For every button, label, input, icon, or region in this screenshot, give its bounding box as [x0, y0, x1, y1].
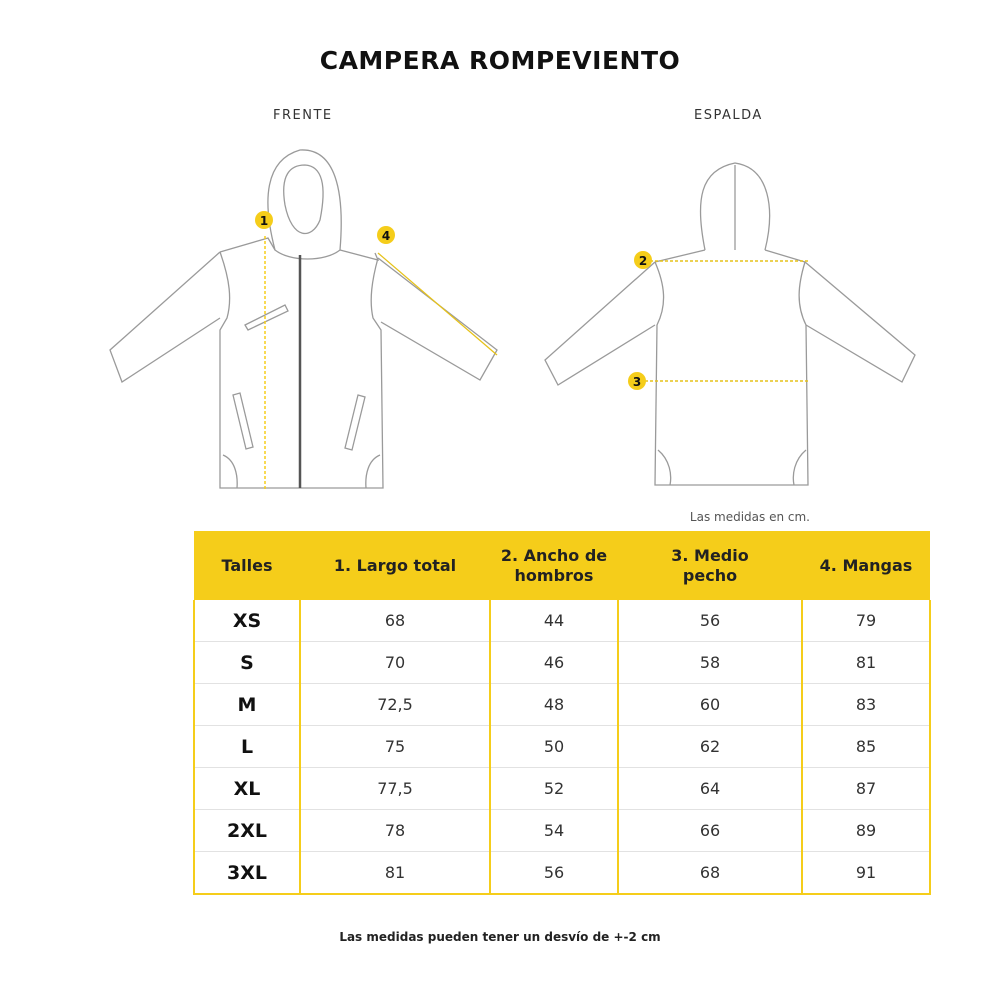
- measurement-cell: 81: [299, 851, 491, 895]
- measurement-cell: 66: [617, 809, 803, 852]
- header-largo-total: 1. Largo total: [300, 531, 490, 600]
- table-row: XL 77,5 52 64 87: [193, 767, 931, 810]
- header-mangas: 4. Mangas: [802, 531, 930, 600]
- marker-4-label: 4: [382, 229, 390, 243]
- measurement-cell: 62: [617, 725, 803, 768]
- jacket-diagrams: 1 2 3 4: [109, 149, 916, 490]
- measurement-marker-4: 4: [377, 226, 395, 244]
- header-medio-pecho: 3. Medio pecho: [618, 531, 802, 600]
- marker-3-label: 3: [633, 375, 641, 389]
- measurement-marker-1: 1: [255, 211, 273, 229]
- back-view-label: ESPALDA: [694, 108, 763, 123]
- size-cell: M: [193, 683, 301, 726]
- size-cell: S: [193, 641, 301, 684]
- measurement-marker-3: 3: [628, 372, 646, 390]
- measurement-cell: 87: [801, 767, 931, 810]
- measurement-cell: 70: [299, 641, 491, 684]
- measurement-cell: 46: [489, 641, 619, 684]
- header-ancho-hombros: 2. Ancho de hombros: [490, 531, 618, 600]
- table-header-row: Talles 1. Largo total 2. Ancho de hombro…: [194, 531, 930, 600]
- table-row: 2XL 78 54 66 89: [193, 809, 931, 852]
- measurement-cell: 56: [489, 851, 619, 895]
- measurement-cell: 56: [617, 600, 803, 642]
- measurement-cell: 89: [801, 809, 931, 852]
- measurement-cell: 91: [801, 851, 931, 895]
- measurement-cell: 64: [617, 767, 803, 810]
- measurement-cell: 68: [299, 600, 491, 642]
- back-jacket-illustration: [544, 162, 916, 486]
- measurement-cell: 58: [617, 641, 803, 684]
- table-row: L 75 50 62 85: [193, 725, 931, 768]
- footnote: Las medidas pueden tener un desvío de +-…: [339, 930, 661, 944]
- measurement-cell: 85: [801, 725, 931, 768]
- measurement-cell: 75: [299, 725, 491, 768]
- size-table: Talles 1. Largo total 2. Ancho de hombro…: [193, 531, 931, 895]
- measurement-cell: 72,5: [299, 683, 491, 726]
- measurement-cell: 54: [489, 809, 619, 852]
- size-cell: L: [193, 725, 301, 768]
- table-row: S 70 46 58 81: [193, 641, 931, 684]
- measurement-cell: 83: [801, 683, 931, 726]
- measurement-cell: 68: [617, 851, 803, 895]
- page-title: CAMPERA ROMPEVIENTO: [319, 46, 681, 75]
- size-cell: XS: [193, 600, 301, 642]
- header-talles: Talles: [194, 531, 300, 600]
- marker-1-label: 1: [260, 214, 268, 228]
- measurement-cell: 79: [801, 600, 931, 642]
- size-cell: 2XL: [193, 809, 301, 852]
- measurement-marker-2: 2: [634, 251, 652, 269]
- measurement-cell: 77,5: [299, 767, 491, 810]
- front-jacket-illustration: [109, 149, 498, 490]
- size-cell: XL: [193, 767, 301, 810]
- table-row: M 72,5 48 60 83: [193, 683, 931, 726]
- unit-note: Las medidas en cm.: [689, 510, 810, 524]
- measurement-cell: 50: [489, 725, 619, 768]
- front-view-label: FRENTE: [273, 108, 333, 123]
- measurement-cell: 60: [617, 683, 803, 726]
- measurement-cell: 44: [489, 600, 619, 642]
- measurement-cell: 52: [489, 767, 619, 810]
- measurement-cell: 78: [299, 809, 491, 852]
- marker-2-label: 2: [639, 254, 647, 268]
- measurement-cell: 81: [801, 641, 931, 684]
- size-cell: 3XL: [193, 851, 301, 895]
- measurement-cell: 48: [489, 683, 619, 726]
- table-row: 3XL 81 56 68 91: [193, 851, 931, 895]
- table-row: XS 68 44 56 79: [193, 600, 931, 642]
